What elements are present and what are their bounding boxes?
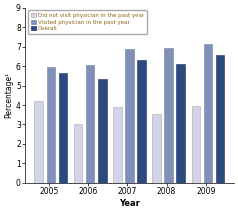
Bar — [125, 49, 134, 183]
Bar — [86, 65, 94, 183]
Bar — [137, 60, 146, 183]
Bar — [176, 64, 185, 183]
Bar — [74, 124, 82, 183]
X-axis label: Year: Year — [119, 199, 140, 208]
Legend: Did not visit physician in the past year, Visited physician in the past year, Ov: Did not visit physician in the past year… — [28, 10, 147, 34]
Bar — [216, 55, 224, 183]
Bar — [204, 44, 212, 183]
Bar — [47, 67, 55, 183]
Bar — [192, 106, 200, 183]
Bar — [113, 107, 122, 183]
Y-axis label: Percentage¹: Percentage¹ — [4, 72, 13, 118]
Bar — [35, 101, 43, 183]
Bar — [164, 47, 173, 183]
Bar — [59, 73, 67, 183]
Bar — [152, 114, 161, 183]
Bar — [98, 79, 107, 183]
